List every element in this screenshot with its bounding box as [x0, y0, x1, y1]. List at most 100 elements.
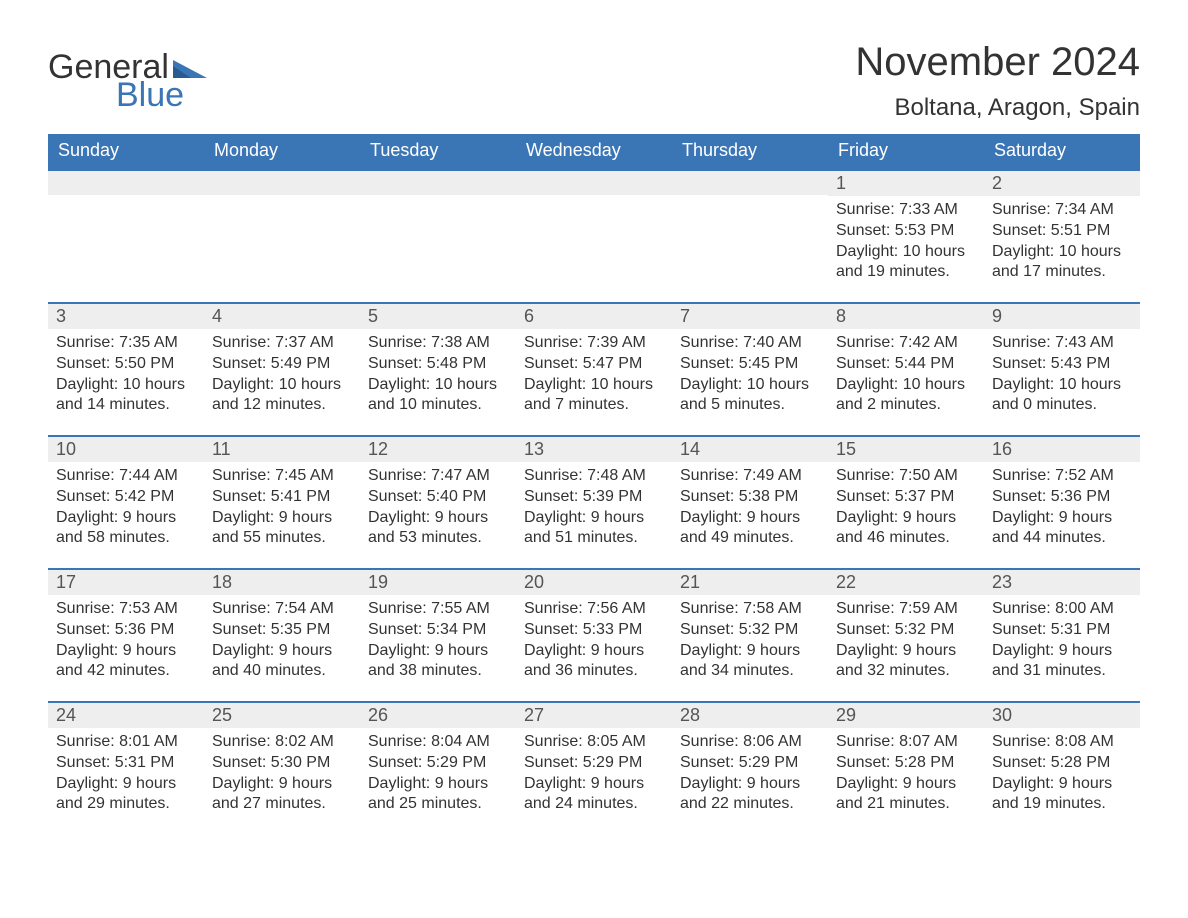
sunset-line: Sunset: 5:36 PM: [992, 487, 1132, 508]
calendar-day-cell: 8Sunrise: 7:42 AMSunset: 5:44 PMDaylight…: [828, 303, 984, 436]
calendar-day-cell: 19 Sunrise: 7:55 AMSunset: 5:34 PMDayligh…: [360, 569, 516, 702]
calendar-empty-cell: [48, 170, 204, 303]
sunset-line: Sunset: 5:45 PM: [680, 354, 820, 375]
sunrise-line: Sunrise: 7:42 AM: [836, 333, 976, 354]
location-label: Boltana, Aragon, Spain: [855, 94, 1140, 122]
sunset-line: Sunset: 5:40 PM: [368, 487, 508, 508]
weekday-header: Thursday: [672, 134, 828, 170]
sunrise-line: Sunrise: 7:55 AM: [368, 599, 508, 620]
sunrise-line: Sunrise: 7:59 AM: [836, 599, 976, 620]
sunset-line: Sunset: 5:41 PM: [212, 487, 352, 508]
daylight-line: Daylight: 9 hours and 32 minutes.: [836, 641, 976, 683]
calendar-day-cell: 22Sunrise: 7:59 AMSunset: 5:32 PMDayligh…: [828, 569, 984, 702]
sunset-line: Sunset: 5:31 PM: [56, 753, 196, 774]
day-number: 27: [516, 703, 672, 728]
day-details: Sunrise: 7:37 AMSunset: 5:49 PMDaylight:…: [204, 329, 360, 420]
day-number: 4: [204, 304, 360, 329]
day-details: Sunrise: 8:02 AMSunset: 5:30 PMDaylight:…: [204, 728, 360, 819]
sunrise-line: Sunrise: 7:40 AM: [680, 333, 820, 354]
daylight-line: Daylight: 9 hours and 51 minutes.: [524, 508, 664, 550]
header-right: November 2024 Boltana, Aragon, Spain: [855, 40, 1140, 122]
daylight-line: Daylight: 9 hours and 38 minutes.: [368, 641, 508, 683]
month-title: November 2024: [855, 40, 1140, 84]
calendar-day-cell: 21Sunrise: 7:58 AMSunset: 5:32 PMDayligh…: [672, 569, 828, 702]
daylight-line: Daylight: 9 hours and 55 minutes.: [212, 508, 352, 550]
day-number: 19: [360, 570, 516, 595]
day-number: 13: [516, 437, 672, 462]
calendar-day-cell: 3Sunrise: 7:35 AMSunset: 5:50 PMDaylight…: [48, 303, 204, 436]
day-details: Sunrise: 7:39 AMSunset: 5:47 PMDaylight:…: [516, 329, 672, 420]
day-details: Sunrise: 7:47 AMSunset: 5:40 PMDaylight:…: [360, 462, 516, 553]
daylight-line: Daylight: 9 hours and 19 minutes.: [992, 774, 1132, 816]
sunrise-line: Sunrise: 7:35 AM: [56, 333, 196, 354]
day-details: Sunrise: 8:05 AMSunset: 5:29 PMDaylight:…: [516, 728, 672, 819]
calendar-row: 1Sunrise: 7:33 AMSunset: 5:53 PMDaylight…: [48, 170, 1140, 303]
sunrise-line: Sunrise: 7:38 AM: [368, 333, 508, 354]
calendar-row: 17Sunrise: 7:53 AMSunset: 5:36 PMDayligh…: [48, 569, 1140, 702]
daylight-line: Daylight: 10 hours and 14 minutes.: [56, 375, 196, 417]
calendar-day-cell: 11Sunrise: 7:45 AMSunset: 5:41 PMDayligh…: [204, 436, 360, 569]
sunrise-line: Sunrise: 7:58 AM: [680, 599, 820, 620]
calendar-day-cell: 24Sunrise: 8:01 AMSunset: 5:31 PMDayligh…: [48, 702, 204, 835]
day-number: 25: [204, 703, 360, 728]
calendar-day-cell: 15Sunrise: 7:50 AMSunset: 5:37 PMDayligh…: [828, 436, 984, 569]
day-number: [204, 171, 360, 195]
weekday-header: Tuesday: [360, 134, 516, 170]
daylight-line: Daylight: 9 hours and 22 minutes.: [680, 774, 820, 816]
sunset-line: Sunset: 5:38 PM: [680, 487, 820, 508]
sunrise-line: Sunrise: 8:01 AM: [56, 732, 196, 753]
calendar-day-cell: 4Sunrise: 7:37 AMSunset: 5:49 PMDaylight…: [204, 303, 360, 436]
sunset-line: Sunset: 5:35 PM: [212, 620, 352, 641]
sunset-line: Sunset: 5:30 PM: [212, 753, 352, 774]
daylight-line: Daylight: 9 hours and 58 minutes.: [56, 508, 196, 550]
sunrise-line: Sunrise: 7:37 AM: [212, 333, 352, 354]
calendar-day-cell: 7Sunrise: 7:40 AMSunset: 5:45 PMDaylight…: [672, 303, 828, 436]
calendar-day-cell: 20Sunrise: 7:56 AMSunset: 5:33 PMDayligh…: [516, 569, 672, 702]
day-number: 30: [984, 703, 1140, 728]
day-number: 23: [984, 570, 1140, 595]
day-details: Sunrise: 7:40 AMSunset: 5:45 PMDaylight:…: [672, 329, 828, 420]
day-details: Sunrise: 7:44 AMSunset: 5:42 PMDaylight:…: [48, 462, 204, 553]
sunset-line: Sunset: 5:34 PM: [368, 620, 508, 641]
day-number: 21: [672, 570, 828, 595]
day-number: 11: [204, 437, 360, 462]
day-number: 26: [360, 703, 516, 728]
day-number: 24: [48, 703, 204, 728]
calendar-day-cell: 28Sunrise: 8:06 AMSunset: 5:29 PMDayligh…: [672, 702, 828, 835]
sunset-line: Sunset: 5:29 PM: [368, 753, 508, 774]
day-details: Sunrise: 7:38 AMSunset: 5:48 PMDaylight:…: [360, 329, 516, 420]
calendar-day-cell: 26 Sunrise: 8:04 AMSunset: 5:29 PMDayligh…: [360, 702, 516, 835]
day-number: 18: [204, 570, 360, 595]
sunrise-line: Sunrise: 7:56 AM: [524, 599, 664, 620]
sunset-line: Sunset: 5:36 PM: [56, 620, 196, 641]
sunset-line: Sunset: 5:39 PM: [524, 487, 664, 508]
day-details: Sunrise: 8:06 AMSunset: 5:29 PMDaylight:…: [672, 728, 828, 819]
day-number: 28: [672, 703, 828, 728]
day-details: Sunrise: 7:56 AMSunset: 5:33 PMDaylight:…: [516, 595, 672, 686]
daylight-line: Daylight: 9 hours and 24 minutes.: [524, 774, 664, 816]
day-number: 2: [984, 171, 1140, 196]
sunrise-line: Sunrise: 7:34 AM: [992, 200, 1132, 221]
daylight-line: Daylight: 9 hours and 53 minutes.: [368, 508, 508, 550]
sunset-line: Sunset: 5:29 PM: [524, 753, 664, 774]
day-details: Sunrise: 7:53 AMSunset: 5:36 PMDaylight:…: [48, 595, 204, 686]
sunset-line: Sunset: 5:47 PM: [524, 354, 664, 375]
sunset-line: Sunset: 5:37 PM: [836, 487, 976, 508]
calendar-table: SundayMondayTuesdayWednesdayThursdayFrid…: [48, 134, 1140, 835]
sunrise-line: Sunrise: 7:52 AM: [992, 466, 1132, 487]
day-number: 9: [984, 304, 1140, 329]
day-details: Sunrise: 8:08 AMSunset: 5:28 PMDaylight:…: [984, 728, 1140, 819]
sunrise-line: Sunrise: 8:07 AM: [836, 732, 976, 753]
sunrise-line: Sunrise: 8:04 AM: [368, 732, 508, 753]
daylight-line: Daylight: 10 hours and 10 minutes.: [368, 375, 508, 417]
daylight-line: Daylight: 9 hours and 25 minutes.: [368, 774, 508, 816]
daylight-line: Daylight: 9 hours and 44 minutes.: [992, 508, 1132, 550]
day-details: Sunrise: 7:50 AMSunset: 5:37 PMDaylight:…: [828, 462, 984, 553]
sunset-line: Sunset: 5:51 PM: [992, 221, 1132, 242]
flag-icon: [173, 56, 207, 78]
weekday-header: Saturday: [984, 134, 1140, 170]
day-details: Sunrise: 8:00 AMSunset: 5:31 PMDaylight:…: [984, 595, 1140, 686]
sunrise-line: Sunrise: 8:06 AM: [680, 732, 820, 753]
calendar-day-cell: 30Sunrise: 8:08 AMSunset: 5:28 PMDayligh…: [984, 702, 1140, 835]
sunrise-line: Sunrise: 7:47 AM: [368, 466, 508, 487]
